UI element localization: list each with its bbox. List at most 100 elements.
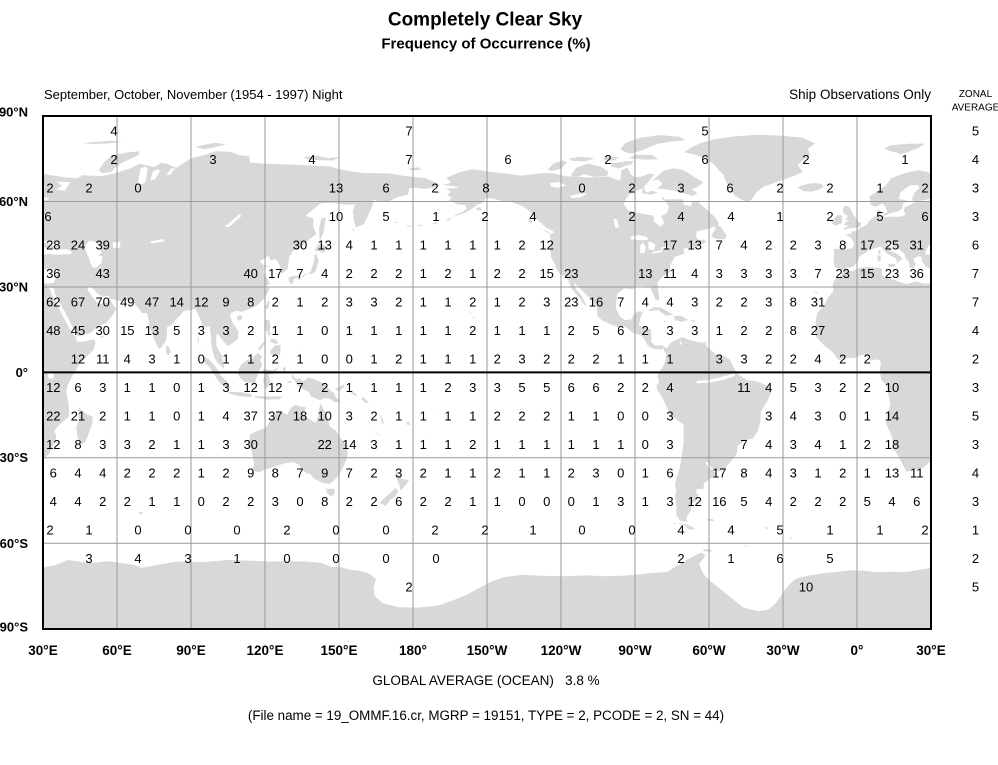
svg-text:3: 3 <box>85 551 92 566</box>
svg-text:7: 7 <box>296 466 303 481</box>
svg-text:3: 3 <box>691 295 698 310</box>
svg-text:0: 0 <box>382 551 389 566</box>
svg-text:8: 8 <box>790 295 797 310</box>
svg-text:3: 3 <box>198 323 205 338</box>
svg-text:5: 5 <box>876 209 883 224</box>
svg-text:8: 8 <box>482 181 489 196</box>
svg-text:0: 0 <box>628 523 635 538</box>
svg-text:7: 7 <box>405 124 412 139</box>
svg-text:1: 1 <box>370 352 377 367</box>
svg-text:90°E: 90°E <box>176 643 205 658</box>
svg-text:2: 2 <box>543 409 550 424</box>
svg-text:2: 2 <box>272 295 279 310</box>
svg-text:5: 5 <box>592 323 599 338</box>
svg-text:1: 1 <box>469 494 476 509</box>
svg-text:1: 1 <box>826 523 833 538</box>
svg-text:2: 2 <box>628 209 635 224</box>
svg-text:0: 0 <box>332 523 339 538</box>
svg-text:1: 1 <box>876 181 883 196</box>
svg-text:1: 1 <box>444 352 451 367</box>
svg-text:1: 1 <box>876 523 883 538</box>
svg-text:2: 2 <box>790 352 797 367</box>
svg-text:2: 2 <box>677 551 684 566</box>
svg-text:1: 1 <box>839 437 846 452</box>
svg-text:1: 1 <box>296 295 303 310</box>
svg-text:1: 1 <box>444 466 451 481</box>
svg-text:15: 15 <box>120 323 134 338</box>
svg-text:17: 17 <box>712 466 726 481</box>
svg-text:7: 7 <box>972 266 979 281</box>
svg-text:18: 18 <box>293 409 307 424</box>
svg-text:1: 1 <box>469 352 476 367</box>
svg-text:Completely Clear Sky: Completely Clear Sky <box>388 10 583 31</box>
svg-text:1: 1 <box>972 523 979 538</box>
svg-text:12: 12 <box>268 380 282 395</box>
svg-text:3: 3 <box>124 437 131 452</box>
svg-text:1: 1 <box>420 409 427 424</box>
svg-text:28: 28 <box>46 238 60 253</box>
svg-text:3: 3 <box>691 323 698 338</box>
svg-text:3: 3 <box>370 437 377 452</box>
svg-text:0: 0 <box>578 523 585 538</box>
svg-text:0: 0 <box>617 466 624 481</box>
svg-text:1: 1 <box>568 437 575 452</box>
svg-text:2: 2 <box>628 181 635 196</box>
svg-text:1: 1 <box>395 323 402 338</box>
svg-text:48: 48 <box>46 323 60 338</box>
svg-text:1: 1 <box>346 323 353 338</box>
svg-text:1: 1 <box>370 323 377 338</box>
svg-text:120°W: 120°W <box>541 643 582 658</box>
svg-text:1: 1 <box>370 380 377 395</box>
svg-text:4: 4 <box>321 266 328 281</box>
svg-text:15: 15 <box>539 266 553 281</box>
svg-text:2: 2 <box>370 466 377 481</box>
svg-text:1: 1 <box>173 437 180 452</box>
svg-text:2: 2 <box>110 152 117 167</box>
svg-text:1: 1 <box>494 238 501 253</box>
svg-text:2: 2 <box>148 437 155 452</box>
svg-text:1: 1 <box>592 409 599 424</box>
svg-text:3: 3 <box>740 266 747 281</box>
svg-text:15: 15 <box>860 266 874 281</box>
svg-text:1: 1 <box>395 380 402 395</box>
svg-text:3: 3 <box>395 466 402 481</box>
svg-text:1: 1 <box>716 323 723 338</box>
svg-text:47: 47 <box>145 295 159 310</box>
svg-text:2: 2 <box>921 523 928 538</box>
svg-text:0: 0 <box>296 494 303 509</box>
svg-text:0: 0 <box>642 409 649 424</box>
svg-text:3: 3 <box>222 323 229 338</box>
svg-text:5: 5 <box>972 124 979 139</box>
svg-text:8: 8 <box>272 466 279 481</box>
svg-text:36: 36 <box>46 266 60 281</box>
svg-text:3: 3 <box>814 409 821 424</box>
svg-text:2: 2 <box>642 380 649 395</box>
svg-text:5: 5 <box>518 380 525 395</box>
svg-text:Frequency of Occurrence (%): Frequency of Occurrence (%) <box>381 36 590 53</box>
svg-text:12: 12 <box>46 437 60 452</box>
svg-text:3: 3 <box>666 323 673 338</box>
svg-text:150°W: 150°W <box>467 643 508 658</box>
svg-text:1: 1 <box>469 266 476 281</box>
svg-text:2: 2 <box>518 238 525 253</box>
svg-text:4: 4 <box>972 466 979 481</box>
svg-text:2: 2 <box>716 295 723 310</box>
svg-text:3: 3 <box>972 181 979 196</box>
svg-text:12: 12 <box>687 494 701 509</box>
svg-text:3: 3 <box>666 494 673 509</box>
svg-text:30°N: 30°N <box>0 280 28 295</box>
svg-text:2: 2 <box>481 523 488 538</box>
svg-text:90°N: 90°N <box>0 105 28 120</box>
svg-text:3: 3 <box>148 352 155 367</box>
svg-text:6: 6 <box>382 181 389 196</box>
svg-text:30°S: 30°S <box>0 450 28 465</box>
svg-text:2: 2 <box>444 494 451 509</box>
svg-text:1: 1 <box>518 466 525 481</box>
svg-text:43: 43 <box>95 266 109 281</box>
svg-text:2: 2 <box>469 323 476 338</box>
svg-text:8: 8 <box>74 437 81 452</box>
svg-text:1: 1 <box>444 437 451 452</box>
svg-text:9: 9 <box>321 466 328 481</box>
svg-text:45: 45 <box>71 323 85 338</box>
svg-text:17: 17 <box>663 238 677 253</box>
